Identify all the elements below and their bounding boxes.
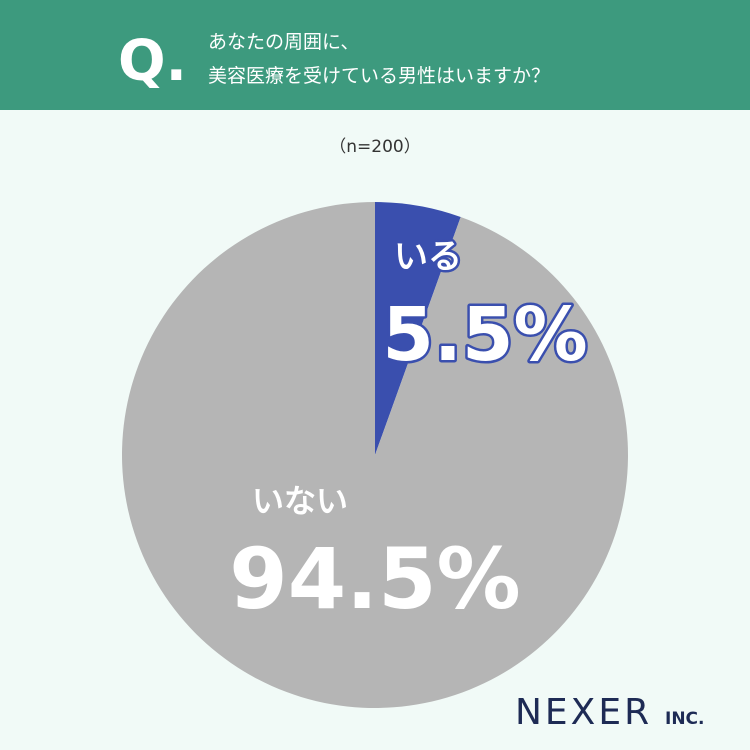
- category-label: いる: [394, 237, 462, 277]
- subtitle: （n=200）: [329, 137, 420, 157]
- value-label: 5.5%: [382, 292, 587, 378]
- logo-suffix: INC.: [665, 709, 705, 729]
- logo: NEXER: [515, 692, 652, 733]
- pie-slice: [375, 202, 461, 455]
- labels: いる 5.5% いない 94.5%: [229, 235, 590, 629]
- question-line: あなたの周囲に、: [208, 31, 359, 53]
- question-line: 美容医療を受けている男性はいますか？: [208, 65, 550, 87]
- value-label: 94.5%: [229, 530, 520, 628]
- pie-slice: [122, 202, 629, 708]
- category-label: いない: [252, 482, 348, 520]
- header-band: [0, 0, 750, 110]
- q-mark: Q.: [118, 29, 187, 94]
- pie: [122, 202, 629, 708]
